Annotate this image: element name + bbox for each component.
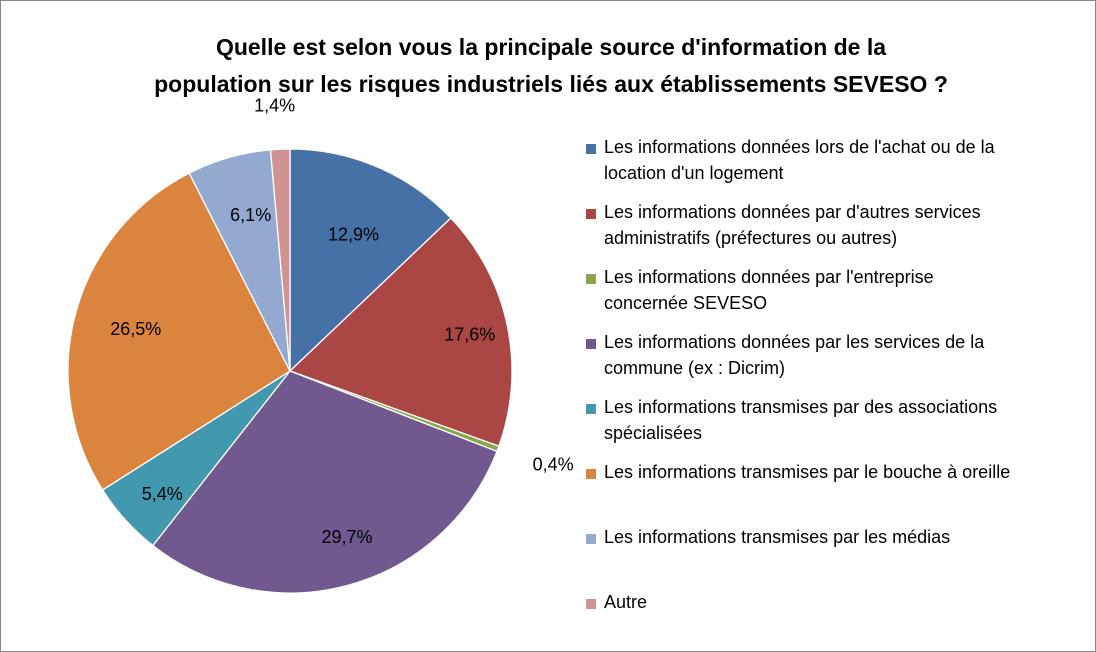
pie-slice-autre <box>269 148 291 372</box>
legend-label: Les informations données par les service… <box>604 329 1074 381</box>
legend-swatch <box>586 404 596 414</box>
legend-label: Les informations données lors de l'achat… <box>604 134 1074 186</box>
legend-label: Les informations transmises par le bouch… <box>604 459 1074 485</box>
chart-title: Quelle est selon vous la principale sour… <box>41 29 1061 103</box>
data-label-les-informations-donnees-lors-de-l-achat: 12,9% <box>328 224 379 244</box>
legend-label-line: administratifs (préfectures ou autres) <box>604 228 898 248</box>
legend-label-line: location d'un logement <box>604 163 784 183</box>
legend-label-line: Les informations données par l'entrepris… <box>604 267 934 287</box>
legend-label-line: commune (ex : Dicrim) <box>604 358 786 378</box>
legend-swatch <box>586 534 596 544</box>
legend-label-line: spécialisées <box>604 423 703 443</box>
pie-slice-les-informations-donnees-par-les-service <box>151 370 498 594</box>
legend-label-line: Les informations données lors de l'achat… <box>604 137 995 157</box>
legend-label-line: Autre <box>604 592 648 612</box>
legend-swatch <box>586 209 596 219</box>
pie-slice-les-informations-donnees-lors-de-l-achat <box>289 148 452 373</box>
legend-swatch <box>586 274 596 284</box>
data-label-les-informations-donnees-par-l-entrepris: 0,4% <box>533 455 574 475</box>
legend-label-line: Les informations transmises par les médi… <box>604 527 951 547</box>
pie-slice-les-informations-transmises-par-le-bouch <box>67 172 291 491</box>
data-label-les-informations-transmises-par-les-medi: 6,1% <box>230 205 271 225</box>
data-label-les-informations-transmises-par-le-bouch: 26,5% <box>110 319 161 339</box>
legend-swatch <box>586 599 596 609</box>
pie-slice-les-informations-donnees-par-d-autres-se <box>288 217 513 448</box>
legend-label-line: Les informations données par d'autres se… <box>604 202 981 222</box>
legend-label: Les informations transmises par des asso… <box>604 394 1074 446</box>
legend-label: Les informations transmises par les médi… <box>604 524 1074 550</box>
legend-label-line: Les informations données par les service… <box>604 332 985 352</box>
legend-swatch <box>586 339 596 349</box>
legend-swatch <box>586 144 596 154</box>
legend-label: Les informations données par l'entrepris… <box>604 264 1074 316</box>
chart-title-line-1: Quelle est selon vous la principale sour… <box>215 34 887 60</box>
legend-label: Autre <box>604 589 1074 615</box>
data-label-autre: 1,4% <box>254 96 295 116</box>
data-label-les-informations-donnees-par-d-autres-se: 17,6% <box>444 324 495 344</box>
data-label-les-informations-donnees-par-les-service: 29,7% <box>321 527 372 547</box>
chart-title-line-2: population sur les risques industriels l… <box>154 71 948 97</box>
legend-label-line: concernée SEVESO <box>604 293 768 313</box>
data-label-les-informations-transmises-par-des-asso: 5,4% <box>142 484 183 504</box>
legend-label-line: Les informations transmises par le bouch… <box>604 462 1011 482</box>
legend-label: Les informations données par d'autres se… <box>604 199 1074 251</box>
legend-swatch <box>586 469 596 479</box>
legend-label-line: Les informations transmises par des asso… <box>604 397 998 417</box>
